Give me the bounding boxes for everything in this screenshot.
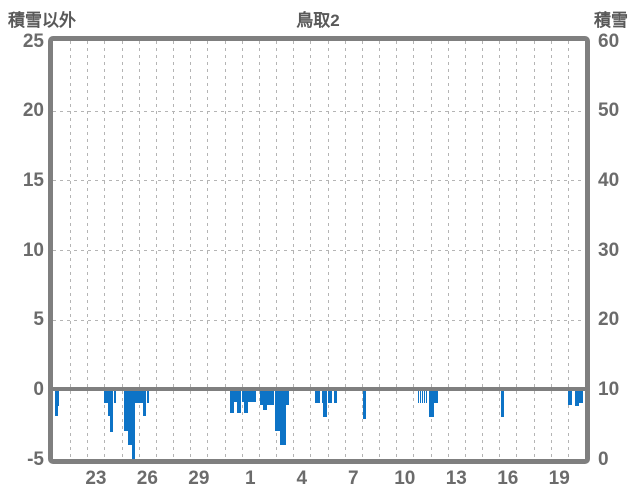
precipitation-bar: [418, 389, 420, 403]
precipitation-bar: [247, 389, 257, 402]
precipitation-bar: [363, 389, 367, 419]
precipitation-bar: [422, 389, 424, 403]
left-axis-tick-label: -5: [27, 448, 44, 470]
precipitation-bar: [321, 389, 324, 404]
precipitation-bar: [333, 389, 337, 404]
zero-line: [53, 387, 585, 392]
precipitation-bar: [104, 389, 108, 404]
right-axis-tick-label: 60: [598, 30, 620, 52]
precipitation-bar: [131, 389, 136, 459]
precipitation-bar: [55, 389, 58, 416]
right-axis-tick-label: 30: [598, 239, 620, 261]
horizontal-gridline: [53, 250, 585, 251]
precipitation-bar: [575, 389, 580, 407]
x-axis-tick-label: 29: [188, 468, 210, 489]
right-axis-title: 積雪: [594, 11, 628, 30]
precipitation-bar: [142, 389, 147, 416]
precipitation-bar: [135, 389, 144, 404]
precipitation-bar: [244, 389, 248, 413]
precipitation-bar: [234, 389, 238, 402]
precipitation-bar: [424, 389, 426, 403]
precipitation-bar: [241, 389, 245, 402]
x-axis-tick-label: 16: [497, 468, 519, 489]
horizontal-gridline: [53, 110, 585, 112]
right-axis-tick-label: 50: [598, 100, 620, 122]
x-axis-tick-label: 23: [85, 468, 107, 489]
x-axis-tick-label: 10: [394, 468, 416, 489]
right-axis-tick-label: 10: [598, 378, 620, 400]
precipitation-bar: [280, 389, 286, 446]
precipitation-bar: [322, 389, 328, 418]
left-axis-tick-label: 5: [33, 309, 44, 331]
x-axis-tick-label: 7: [348, 468, 359, 489]
precipitation-bar: [110, 389, 114, 432]
right-axis-tick-label: 20: [598, 309, 620, 331]
precipitation-bar: [568, 389, 572, 405]
horizontal-gridline: [53, 319, 585, 321]
right-axis-tick-label: 0: [598, 448, 609, 470]
precipitation-bar: [108, 389, 111, 416]
precipitation-bar: [578, 389, 584, 404]
precipitation-bar: [434, 389, 439, 403]
plot-area: [53, 41, 585, 459]
precipitation-bar: [259, 389, 263, 405]
precipitation-bar: [285, 389, 289, 405]
precipitation-bar: [237, 389, 242, 413]
precipitation-bar: [429, 389, 435, 418]
precipitation-bar: [113, 389, 116, 404]
precipitation-bar: [123, 389, 129, 432]
left-axis-tick-label: 25: [22, 30, 44, 52]
precipitation-bar: [128, 389, 133, 446]
x-axis-tick-label: 26: [136, 468, 158, 489]
x-axis-tick-label: 19: [548, 468, 570, 489]
precipitation-bar: [420, 389, 422, 403]
precipitation-bar: [229, 389, 234, 413]
left-axis-title: 積雪以外: [8, 11, 76, 30]
left-axis-tick-label: 10: [22, 239, 44, 261]
precipitation-bar: [327, 389, 332, 404]
x-axis-tick-label: 4: [296, 468, 308, 489]
precipitation-bar: [267, 389, 275, 405]
x-axis-tick-label: 1: [245, 468, 256, 489]
left-axis-tick-label: 20: [22, 100, 44, 122]
precipitation-bar: [426, 389, 428, 403]
left-axis-tick-label: 0: [33, 378, 44, 400]
precipitation-bar: [146, 389, 150, 404]
precipitation-bar: [500, 389, 505, 418]
chart-title: 鳥取2: [296, 11, 340, 30]
x-axis-tick-label: 13: [445, 468, 467, 489]
precipitation-bar: [263, 389, 268, 411]
left-axis-tick-label: 15: [22, 169, 44, 191]
right-axis-tick-label: 40: [598, 169, 620, 191]
precipitation-bar: [315, 389, 320, 404]
horizontal-gridline: [53, 180, 585, 182]
precipitation-bar: [274, 389, 281, 432]
